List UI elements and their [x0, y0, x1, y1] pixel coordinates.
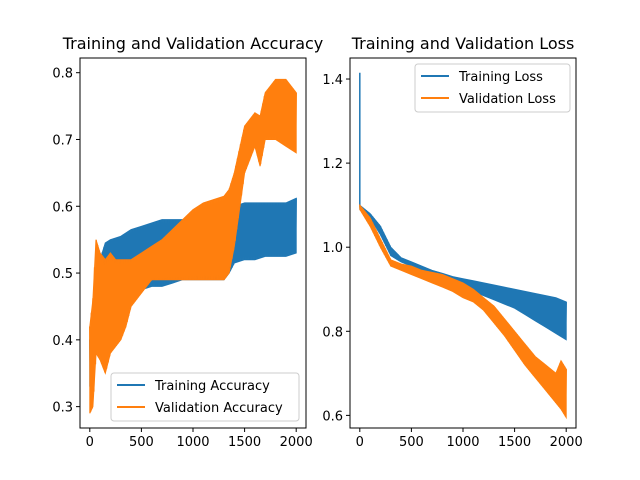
legend-label-training-loss: Training Loss [458, 70, 543, 85]
accuracy-plot-area [89, 78, 297, 414]
loss-legend: Training Loss Validation Loss [414, 63, 571, 113]
loss-ytick-label: 1.4 [322, 73, 343, 88]
loss-subplot: Training and Validation Loss 0 500 1000 150… [322, 34, 582, 450]
loss-ytick-label: 0.8 [322, 325, 343, 340]
loss-legend-box [414, 63, 571, 113]
accuracy-subplot: Training and Validation Accuracy 0 500 100… [52, 34, 323, 450]
accuracy-xtick-label: 0 [86, 435, 94, 450]
series-line-validation-accuracy [89, 79, 297, 412]
loss-ytick-label: 1.0 [322, 241, 343, 256]
loss-xtick-label: 500 [399, 435, 424, 450]
loss-xtick-label: 1500 [498, 435, 531, 450]
loss-plot-area [359, 72, 567, 420]
accuracy-ytick-label: 0.8 [52, 67, 73, 82]
loss-xtick-label: 2000 [550, 435, 583, 450]
legend-label-training-accuracy: Training Accuracy [154, 379, 270, 394]
loss-axes-frame [349, 57, 577, 429]
accuracy-xtick-label: 500 [129, 435, 154, 450]
accuracy-legend: Training Accuracy Validation Accuracy [110, 372, 300, 422]
accuracy-title: Training and Validation Accuracy [62, 34, 324, 53]
accuracy-xtick-label: 1500 [228, 435, 261, 450]
series-line-training-loss [359, 205, 567, 340]
accuracy-ytick-label: 0.5 [52, 267, 73, 282]
accuracy-ytick-label: 0.6 [52, 200, 73, 215]
accuracy-ytick-label: 0.7 [52, 133, 73, 148]
accuracy-ytick-label: 0.3 [52, 401, 73, 416]
loss-axes-ticks: 0 500 1000 1500 2000 0.6 0.8 1.0 1.2 1.4 [322, 73, 582, 450]
accuracy-legend-box [110, 372, 300, 422]
loss-ytick-label: 1.2 [322, 157, 343, 172]
loss-ytick-label: 0.6 [322, 409, 343, 424]
series-line-validation-loss [359, 205, 567, 417]
legend-label-validation-loss: Validation Loss [459, 92, 556, 107]
accuracy-xtick-label: 1000 [176, 435, 209, 450]
loss-xtick-label: 1000 [446, 435, 479, 450]
loss-title: Training and Validation Loss [351, 34, 575, 53]
accuracy-axes-ticks: 0 500 1000 1500 2000 0.3 0.4 0.5 0.6 0.7 0.8 [52, 67, 312, 450]
accuracy-xtick-label: 2000 [280, 435, 313, 450]
accuracy-axes-frame [79, 57, 307, 429]
legend-label-validation-accuracy: Validation Accuracy [155, 401, 283, 416]
loss-xtick-label: 0 [356, 435, 364, 450]
accuracy-ytick-label: 0.4 [52, 334, 73, 349]
